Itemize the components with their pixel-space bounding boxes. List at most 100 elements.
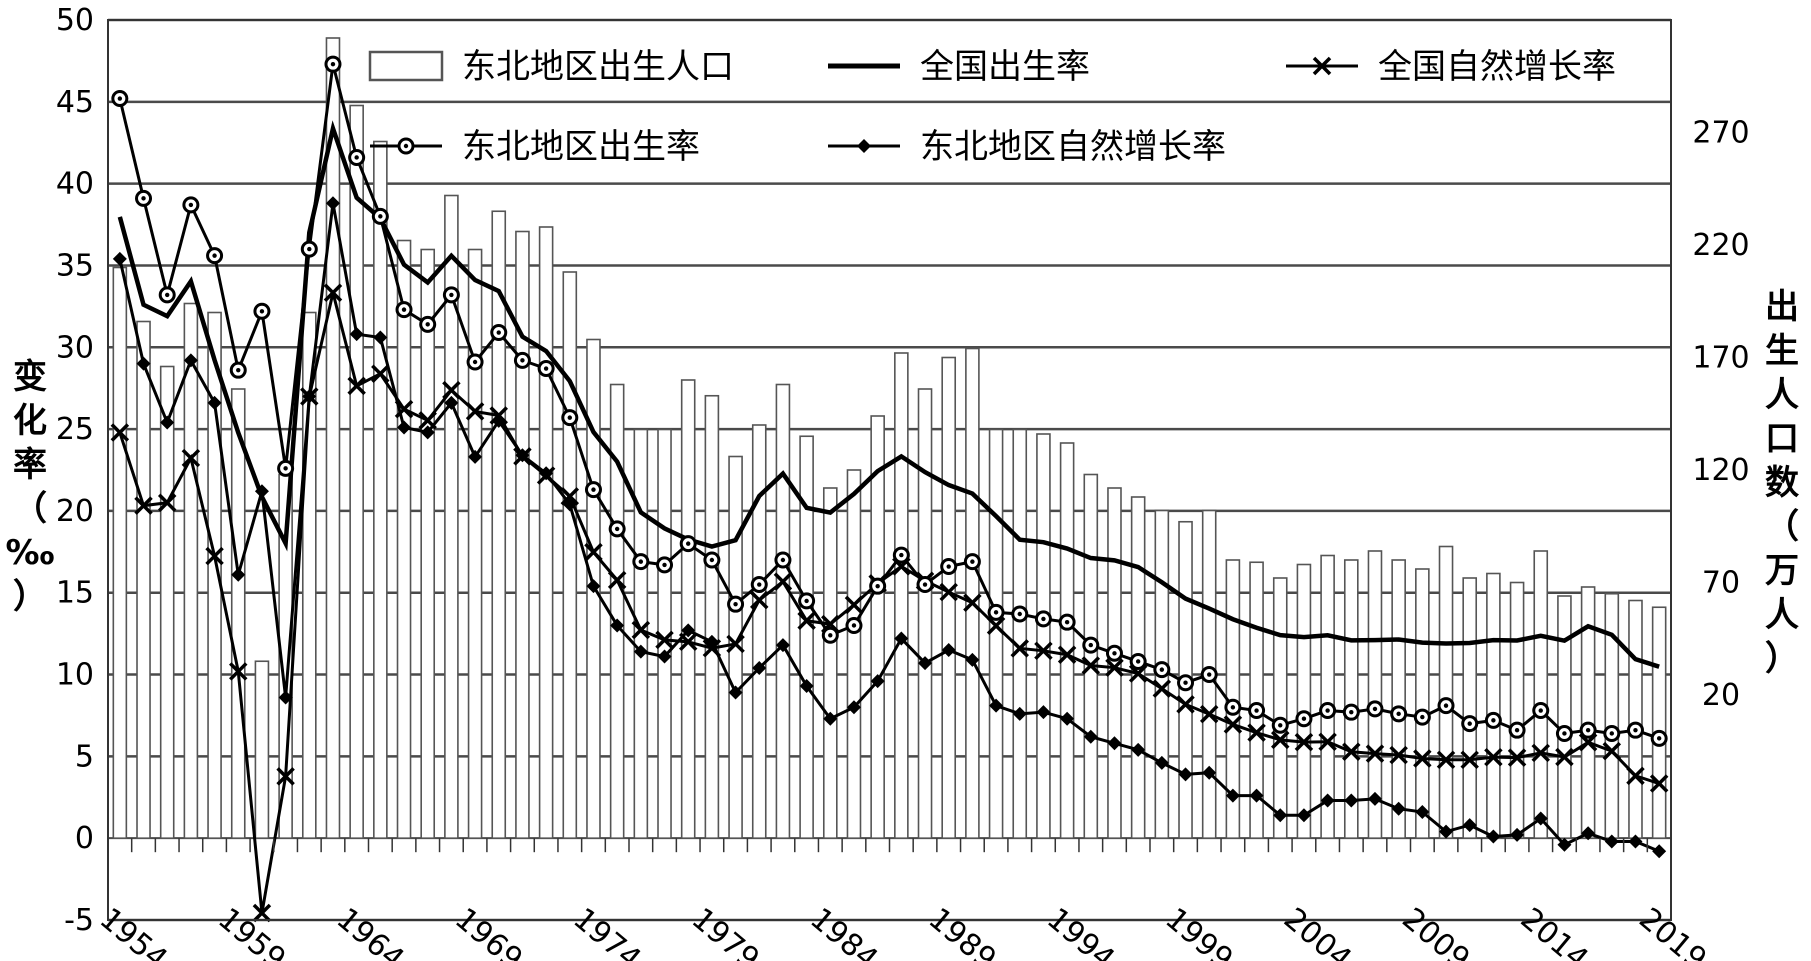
bar-birth-population xyxy=(965,347,980,839)
marker-x xyxy=(252,903,272,923)
marker-x xyxy=(110,423,130,442)
marker-x xyxy=(1626,766,1645,786)
marker-diamond xyxy=(207,395,222,410)
marker-x xyxy=(181,448,201,468)
marker-circle-dot xyxy=(1301,716,1307,721)
marker-x xyxy=(229,662,248,681)
legend-label: 东北地区出生率 xyxy=(462,127,700,167)
marker-diamond xyxy=(302,389,317,404)
marker-x xyxy=(1199,704,1219,724)
marker-circle-dot xyxy=(638,559,644,564)
marker-x xyxy=(1413,749,1432,768)
x-tick-label: 2009 xyxy=(1395,901,1476,961)
marker-circle-dot xyxy=(1112,651,1117,656)
legend-label: 全国出生率 xyxy=(920,47,1090,87)
marker-diamond xyxy=(136,356,151,371)
legend-item: 东北地区出生率 xyxy=(370,127,700,167)
marker-diamond xyxy=(183,353,198,368)
bar-birth-population xyxy=(1509,581,1525,839)
bar-birth-population xyxy=(917,388,933,839)
marker-diamond xyxy=(1344,793,1359,808)
marker-circle-dot xyxy=(757,582,762,587)
left-tick-label: 5 xyxy=(75,739,94,774)
marker-x xyxy=(1531,743,1550,763)
marker-circle-dot xyxy=(1656,736,1662,741)
bar-birth-population xyxy=(1320,554,1335,839)
marker-x xyxy=(1294,732,1314,752)
series-northeast-growth-rate xyxy=(112,196,1667,859)
bar-birth-population xyxy=(1296,563,1312,839)
bar-birth-population xyxy=(538,226,554,839)
right-axis-title-char: 口 xyxy=(1765,419,1799,459)
bar-birth-population xyxy=(1438,545,1454,839)
x-tick-label: 1984 xyxy=(803,901,884,961)
x-tick-label: 1994 xyxy=(1040,901,1121,961)
marker-diamond xyxy=(1415,805,1430,819)
marker-x xyxy=(1507,748,1527,767)
bar-birth-population xyxy=(704,394,720,839)
marker-circle-dot xyxy=(165,292,170,298)
marker-diamond xyxy=(254,484,269,499)
marker-x xyxy=(986,616,1006,636)
marker-x xyxy=(1460,750,1479,770)
marker-diamond xyxy=(846,700,861,715)
marker-circle-dot xyxy=(1041,616,1046,622)
marker-diamond xyxy=(278,690,293,705)
left-axis-title: 变化率（‰） xyxy=(6,357,55,617)
bar-birth-population xyxy=(373,140,388,839)
bar-birth-population xyxy=(1462,577,1478,839)
marker-diamond xyxy=(1107,736,1122,751)
marker-diamond xyxy=(775,638,790,653)
marker-x xyxy=(1602,741,1622,761)
marker-diamond xyxy=(681,623,696,638)
bar-birth-population xyxy=(491,210,507,839)
marker-diamond xyxy=(1367,791,1382,806)
marker-x xyxy=(1389,745,1408,765)
marker-circle-dot xyxy=(970,559,975,564)
marker-circle-dot xyxy=(1443,703,1449,708)
marker-x xyxy=(1484,747,1503,767)
marker-x xyxy=(1555,747,1574,767)
x-tick-label: 1959 xyxy=(211,901,292,961)
marker-circle-dot xyxy=(709,557,715,563)
x-tick-label: 1954 xyxy=(93,901,174,961)
marker-circle-dot xyxy=(472,359,478,365)
marker-diamond xyxy=(1510,827,1525,842)
marker-circle-dot xyxy=(1396,711,1401,717)
left-tick-label: 15 xyxy=(56,576,94,611)
marker-diamond xyxy=(515,448,530,463)
marker-circle-dot xyxy=(1585,727,1591,733)
marker-x xyxy=(323,283,343,303)
marker-x xyxy=(1152,679,1172,698)
bar-birth-population xyxy=(349,104,364,839)
bar-birth-population xyxy=(183,302,199,839)
left-tick-label: 25 xyxy=(56,412,94,447)
legend-label: 东北地区出生人口 xyxy=(462,47,734,87)
x-tick-label: 1969 xyxy=(448,901,529,961)
marker-diamond xyxy=(160,415,175,430)
right-axis-title-char: 万 xyxy=(1765,551,1799,591)
marker-circle-dot xyxy=(496,330,501,335)
marker-x xyxy=(371,364,390,384)
bar-birth-population xyxy=(444,194,459,839)
marker-circle-dot xyxy=(1183,680,1188,685)
left-axis-title-char: 率 xyxy=(13,445,47,485)
left-tick-label: -5 xyxy=(64,903,94,938)
marker-x xyxy=(963,593,982,612)
marker-circle-dot xyxy=(733,601,738,607)
x-tick-label: 1979 xyxy=(685,901,766,961)
marker-diamond xyxy=(704,634,719,649)
legend-label: 东北地区自然增长率 xyxy=(920,127,1226,167)
marker-x xyxy=(750,590,769,610)
marker-x xyxy=(1010,639,1029,658)
marker-circle-dot xyxy=(851,623,857,628)
marker-circle-dot xyxy=(1609,731,1614,736)
marker-diamond xyxy=(1083,729,1098,744)
marker-x xyxy=(797,611,816,630)
marker-diamond xyxy=(799,679,814,693)
marker-circle-dot xyxy=(425,322,430,327)
right-tick-label: 270 xyxy=(1692,116,1749,151)
marker-diamond xyxy=(918,656,933,671)
marker-x xyxy=(1057,645,1077,664)
